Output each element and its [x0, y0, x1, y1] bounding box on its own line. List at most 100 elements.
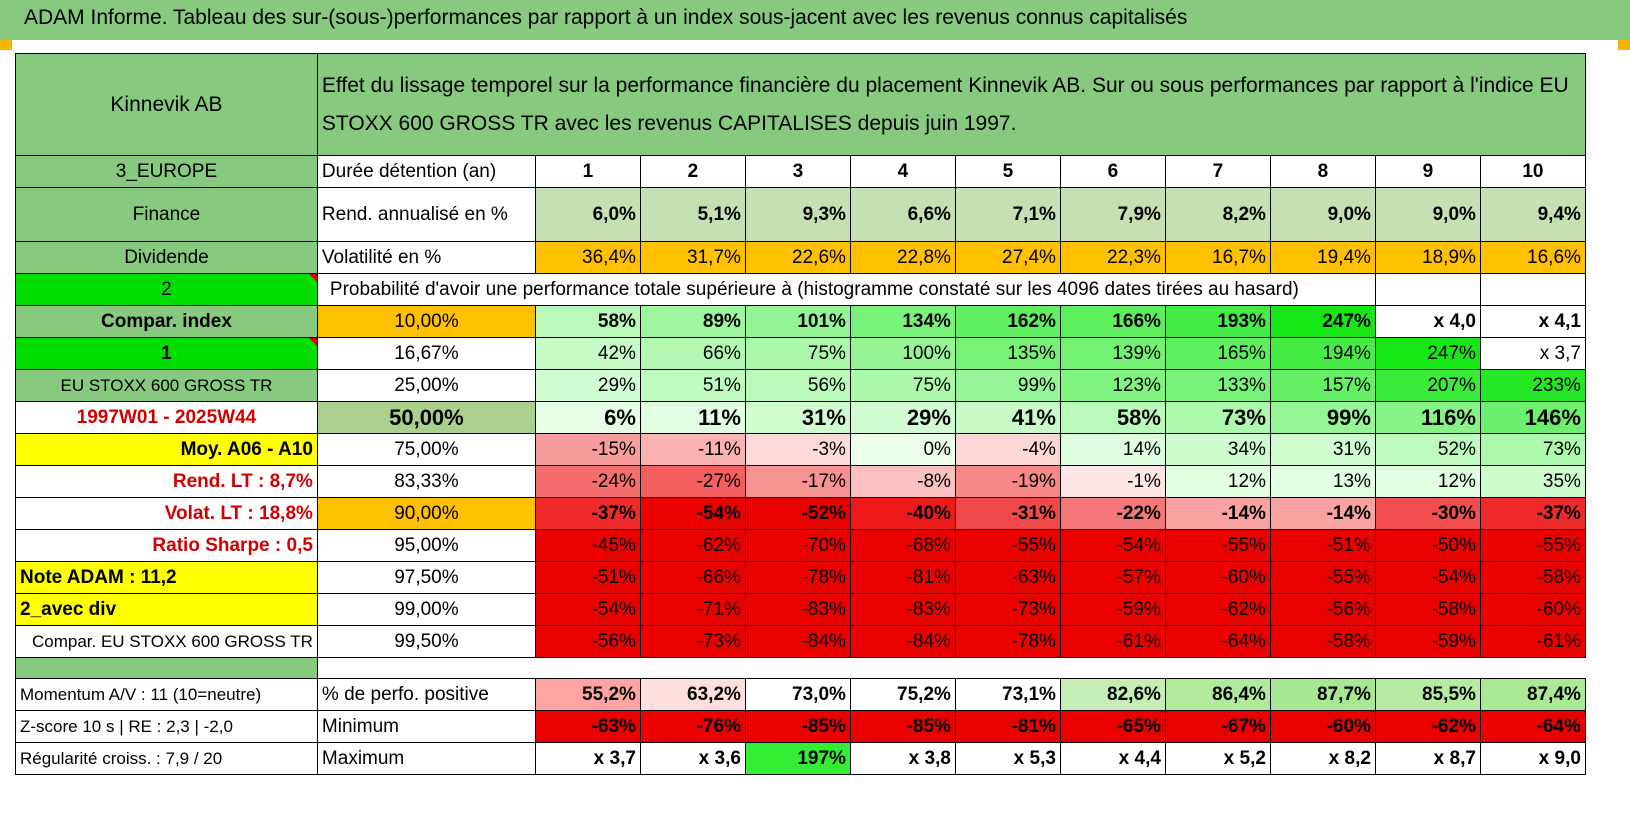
performance-cell: 12%	[1374, 465, 1481, 498]
index-name-label: EU STOXX 600 GROSS TR	[15, 369, 318, 402]
year-header-2: 2	[639, 155, 746, 188]
performance-cell: -1%	[1059, 465, 1166, 498]
performance-cell: -81%	[849, 561, 956, 594]
maximum-cell: x 9,0	[1479, 742, 1586, 775]
performance-cell: 89%	[639, 305, 746, 338]
performance-cell: 135%	[954, 337, 1061, 370]
performance-cell: 157%	[1269, 369, 1376, 402]
adam-score-label: Note ADAM : 11,2	[15, 561, 318, 594]
performance-cell: -78%	[954, 625, 1061, 658]
performance-cell: 193%	[1164, 305, 1271, 338]
probability-threshold: 99,00%	[316, 593, 536, 626]
performance-cell: -55%	[1164, 529, 1271, 562]
performance-cell: -71%	[639, 593, 746, 626]
performance-cell: -73%	[639, 625, 746, 658]
year-header-9: 9	[1374, 155, 1481, 188]
performance-cell: 162%	[954, 305, 1061, 338]
spacer-cell	[15, 657, 318, 679]
performance-cell: -54%	[1374, 561, 1481, 594]
maximum-cell: x 3,6	[639, 742, 746, 775]
annual-return-cell: 9,0%	[1269, 187, 1376, 242]
performance-cell: 51%	[639, 369, 746, 402]
positive-perf-cell: 55,2%	[534, 678, 641, 711]
performance-cell: -83%	[744, 593, 851, 626]
minimum-cell: -67%	[1164, 710, 1271, 743]
annual-return-cell: 5,1%	[639, 187, 746, 242]
minimum-cell: -81%	[954, 710, 1061, 743]
performance-cell: -84%	[849, 625, 956, 658]
performance-cell: -24%	[534, 465, 641, 498]
performance-cell: 41%	[954, 401, 1061, 434]
performance-cell: 123%	[1059, 369, 1166, 402]
volatility-cell: 22,8%	[849, 241, 956, 274]
probability-threshold: 95,00%	[316, 529, 536, 562]
annual-return-cell: 7,1%	[954, 187, 1061, 242]
empty-cell	[1479, 273, 1586, 306]
maximum-label: Maximum	[316, 742, 536, 775]
volatility-cell: 16,6%	[1479, 241, 1586, 274]
long-term-return-label: Rend. LT : 8,7%	[15, 465, 318, 498]
performance-cell: -61%	[1479, 625, 1586, 658]
annual-return-cell: 9,0%	[1374, 187, 1481, 242]
positive-perf-label: % de perfo. positive	[316, 678, 536, 711]
performance-cell: 6%	[534, 401, 641, 434]
performance-cell: 73%	[1479, 433, 1586, 466]
performance-table-wrapper: Kinnevik AB Effet du lissage temporel su…	[15, 53, 1586, 775]
performance-cell: -54%	[639, 497, 746, 530]
performance-cell: -60%	[1479, 593, 1586, 626]
performance-cell: 42%	[534, 337, 641, 370]
performance-cell: -22%	[1059, 497, 1166, 530]
performance-cell: -31%	[954, 497, 1061, 530]
minimum-cell: -64%	[1479, 710, 1586, 743]
performance-cell: 58%	[534, 305, 641, 338]
performance-cell: 34%	[1164, 433, 1271, 466]
performance-cell: 166%	[1059, 305, 1166, 338]
volatility-cell: 36,4%	[534, 241, 641, 274]
performance-cell: 134%	[849, 305, 956, 338]
year-header-5: 5	[954, 155, 1061, 188]
performance-cell: 247%	[1374, 337, 1481, 370]
probability-row: Volat. LT : 18,8% 90,00% -37% -54% -52% -40% -…	[15, 497, 1586, 530]
minimum-cell: -63%	[534, 710, 641, 743]
performance-cell: -64%	[1164, 625, 1271, 658]
performance-cell: 75%	[744, 337, 851, 370]
performance-cell: -55%	[1269, 561, 1376, 594]
positive-perf-cell: 82,6%	[1059, 678, 1166, 711]
probability-row: Compar. index 10,00% 58% 89% 101% 134% 162% 166…	[15, 305, 1586, 338]
performance-cell: -68%	[849, 529, 956, 562]
performance-cell: 29%	[849, 401, 956, 434]
positive-perf-cell: 63,2%	[639, 678, 746, 711]
performance-cell: -40%	[849, 497, 956, 530]
performance-cell: 101%	[744, 305, 851, 338]
performance-cell: 233%	[1479, 369, 1586, 402]
performance-cell: -54%	[534, 593, 641, 626]
performance-cell: 13%	[1269, 465, 1376, 498]
volatility-cell: 27,4%	[954, 241, 1061, 274]
maximum-cell: x 5,2	[1164, 742, 1271, 775]
momentum-label: Momentum A/V : 11 (10=neutre)	[15, 678, 318, 711]
performance-cell: -57%	[1059, 561, 1166, 594]
probability-threshold: 16,67%	[316, 337, 536, 370]
performance-cell: -11%	[639, 433, 746, 466]
annual-return-cell: 9,3%	[744, 187, 851, 242]
performance-cell: -3%	[744, 433, 851, 466]
performance-cell: -55%	[1479, 529, 1586, 562]
index-option-selector[interactable]: 1	[15, 337, 318, 370]
maximum-cell: x 8,7	[1374, 742, 1481, 775]
year-header-10: 10	[1479, 155, 1586, 188]
performance-cell: 12%	[1164, 465, 1271, 498]
report-title: ADAM Informe. Tableau des sur-(sous-)per…	[24, 6, 1188, 29]
performance-cell: 73%	[1164, 401, 1271, 434]
probability-threshold: 50,00%	[316, 401, 536, 434]
performance-cell: -37%	[1479, 497, 1586, 530]
probability-row: EU STOXX 600 GROSS TR 25,00% 29% 51% 56% 75% 9…	[15, 369, 1586, 402]
dividend-option-selector[interactable]: 2	[15, 273, 318, 306]
performance-cell: x 4,0	[1374, 305, 1481, 338]
performance-cell: 207%	[1374, 369, 1481, 402]
performance-cell: -50%	[1374, 529, 1481, 562]
dividend-label: Dividende	[15, 241, 318, 274]
performance-cell: 14%	[1059, 433, 1166, 466]
year-header-3: 3	[744, 155, 851, 188]
year-header-6: 6	[1059, 155, 1166, 188]
probability-threshold: 10,00%	[316, 305, 536, 338]
